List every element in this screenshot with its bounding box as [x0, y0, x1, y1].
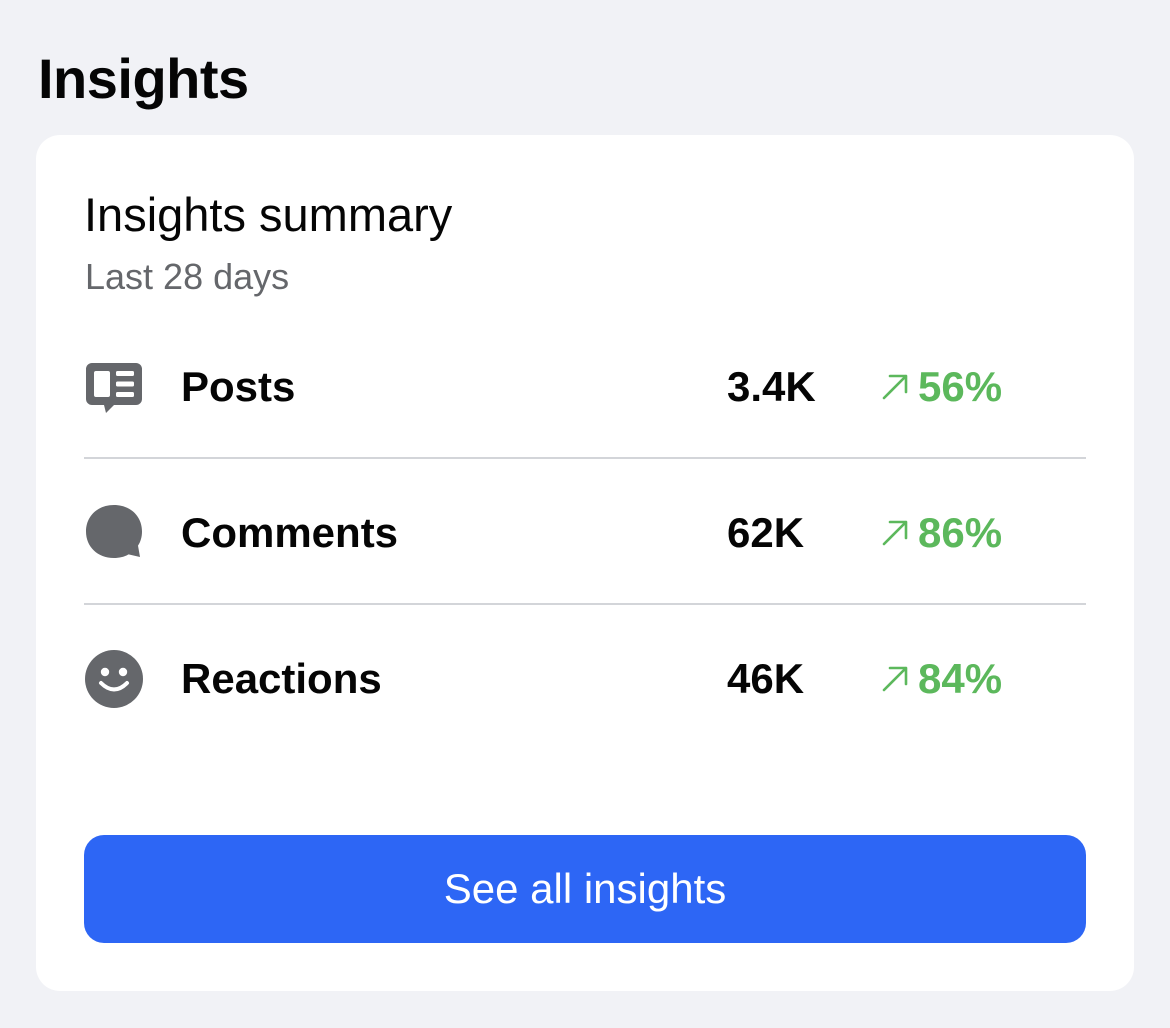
metric-value: 46K [727, 655, 805, 702]
arrow-up-right-icon [880, 518, 910, 548]
metric-label: Reactions [181, 655, 382, 702]
divider [84, 603, 1086, 605]
metric-change-value: 84% [918, 655, 1003, 702]
section-title: Insights [38, 47, 249, 110]
metric-row-reactions: Reactions 46K 84% [84, 605, 1086, 751]
card-subtitle: Last 28 days [85, 256, 290, 297]
insights-summary-card: Insights summary Last 28 days Posts 3.4K… [36, 135, 1134, 991]
comment-bubble-icon [84, 503, 144, 563]
arrow-up-right-icon [880, 664, 910, 694]
metric-change: 86% [880, 509, 1002, 557]
metric-value: 62K [727, 509, 805, 556]
divider [84, 457, 1086, 459]
metric-label: Comments [181, 509, 399, 556]
metric-row-posts: Posts 3.4K 56% [84, 313, 1086, 459]
metric-change: 84% [880, 655, 1002, 703]
metric-label: Posts [181, 363, 296, 410]
metric-row-comments: Comments 62K 86% [84, 459, 1086, 605]
metric-value: 3.4K [727, 363, 816, 410]
metric-change: 56% [880, 363, 1002, 411]
card-title: Insights summary [84, 188, 453, 241]
see-all-insights-button[interactable]: See all insights [84, 835, 1086, 943]
arrow-up-right-icon [880, 372, 910, 402]
posts-icon [84, 357, 144, 417]
metric-change-value: 56% [918, 363, 1003, 410]
smiley-face-icon [84, 649, 144, 709]
metric-change-value: 86% [918, 509, 1003, 556]
